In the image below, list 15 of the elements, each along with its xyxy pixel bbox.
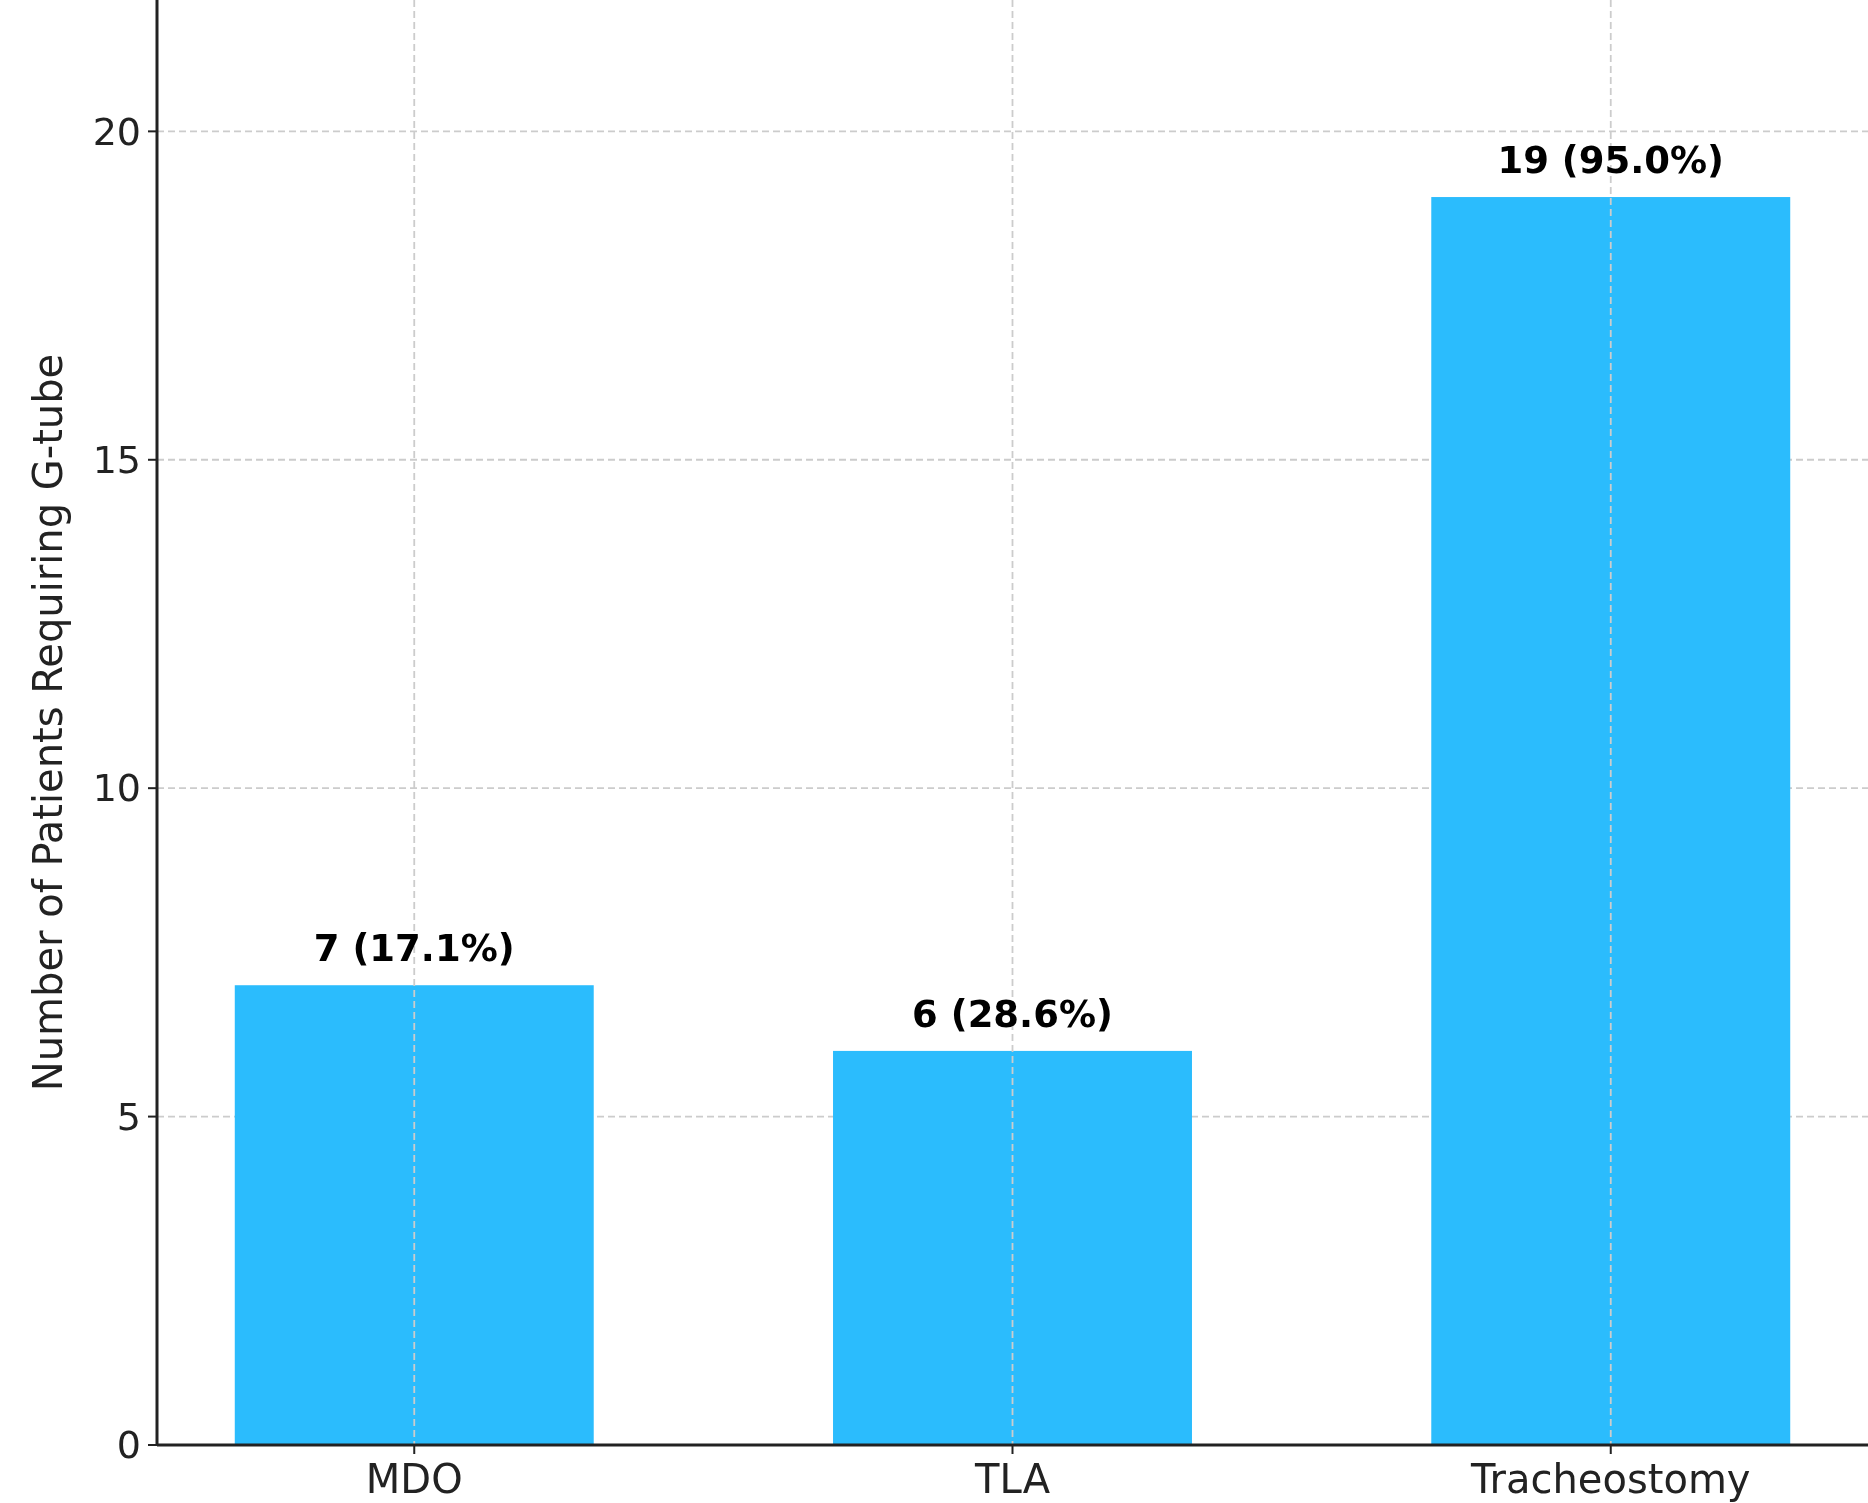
x-tick-label: Tracheostomy (1469, 1456, 1751, 1502)
y-tick-label: 5 (116, 1094, 141, 1139)
y-tick-label: 15 (92, 438, 141, 483)
y-tick-label: 20 (92, 109, 141, 154)
data-label: 19 (95.0%) (1497, 139, 1725, 183)
bar (833, 1050, 1192, 1445)
y-axis-title: Number of Patients Requiring G-tube (25, 353, 71, 1092)
y-tick-label: 10 (92, 766, 141, 811)
bar (234, 985, 594, 1445)
data-label: 6 (28.6%) (912, 992, 1113, 1036)
data-label: 7 (17.1%) (313, 927, 515, 971)
x-tick-label: MDO (365, 1456, 463, 1502)
bar (1431, 197, 1791, 1445)
x-tick-label: TLA (974, 1456, 1051, 1502)
y-tick-label: 0 (116, 1423, 141, 1468)
